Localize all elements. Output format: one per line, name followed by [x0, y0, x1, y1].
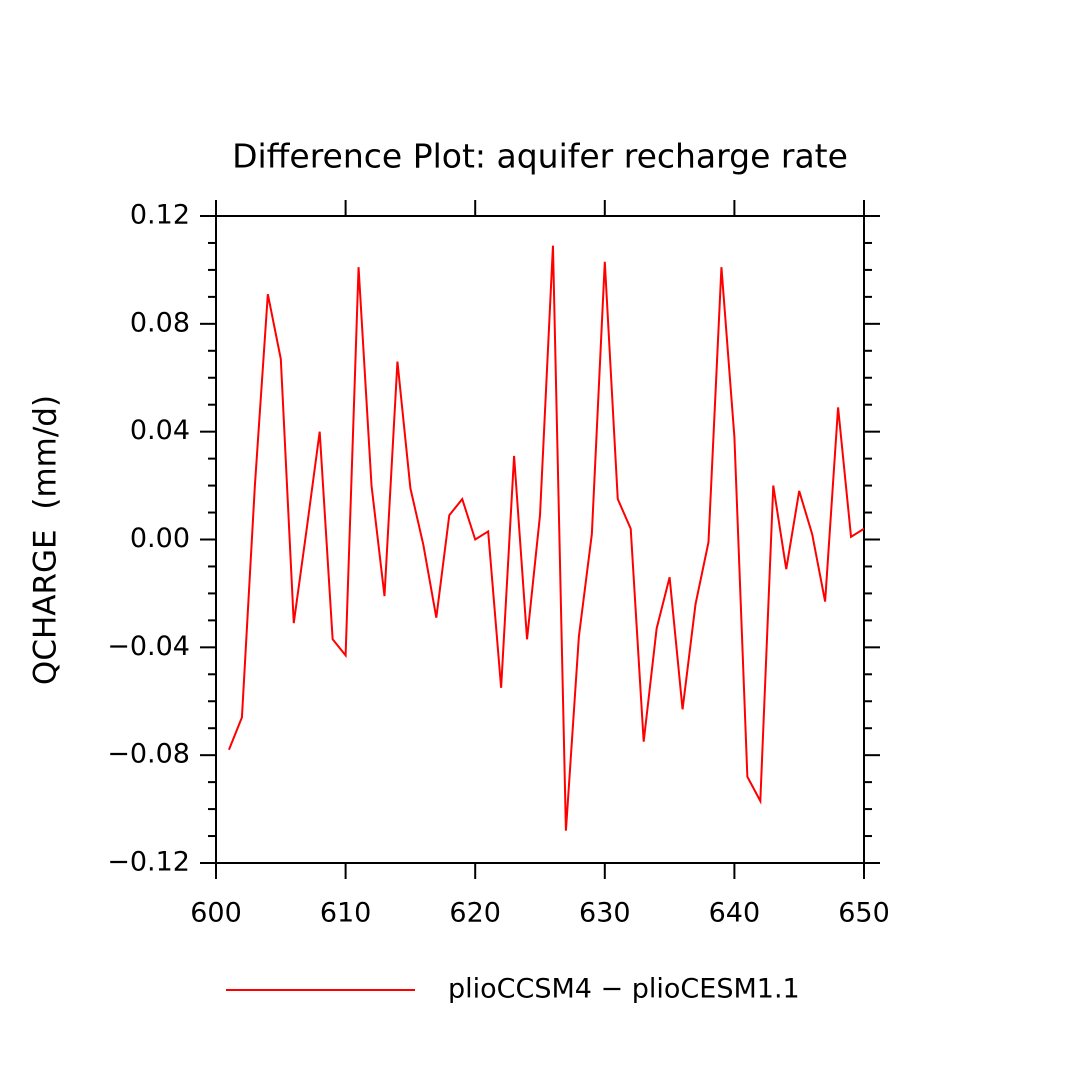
y-tick-label: −0.04 — [107, 631, 190, 662]
y-tick-label: −0.12 — [107, 847, 190, 878]
x-tick-label: 640 — [709, 898, 761, 929]
y-tick-label: −0.08 — [107, 739, 190, 770]
y-tick-label: 0.04 — [130, 415, 190, 446]
x-tick-label: 630 — [579, 898, 631, 929]
y-tick-label: 0.00 — [130, 523, 190, 554]
x-tick-label: 600 — [190, 898, 242, 929]
y-axis-label: QCHARGE (mm/d) — [28, 395, 64, 685]
x-tick-label: 620 — [449, 898, 501, 929]
chart-title: Difference Plot: aquifer recharge rate — [232, 137, 848, 176]
x-tick-label: 650 — [838, 898, 890, 929]
data-line — [228, 245, 865, 831]
legend-label: plioCCSM4 − plioCESM1.1 — [448, 974, 800, 1005]
y-tick-label: 0.12 — [130, 200, 190, 231]
y-tick-label: 0.08 — [130, 307, 190, 338]
x-tick-label: 610 — [320, 898, 372, 929]
